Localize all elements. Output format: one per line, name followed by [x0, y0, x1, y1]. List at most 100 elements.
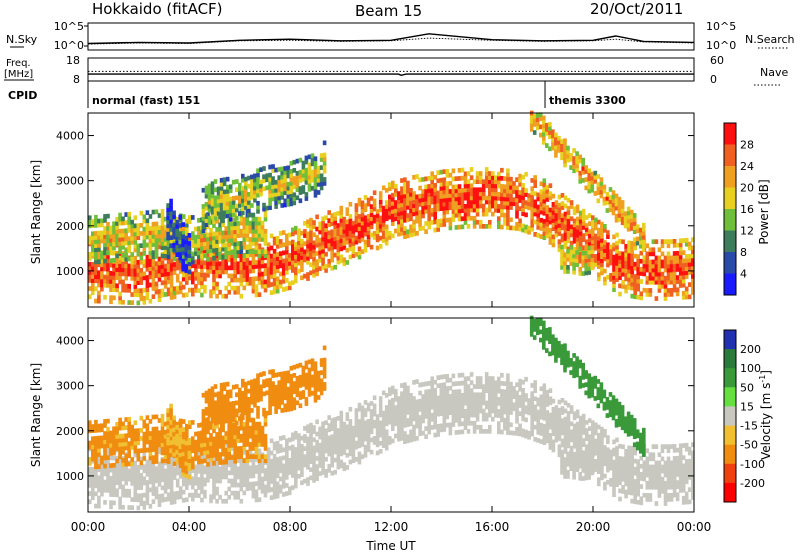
field-cell	[203, 477, 207, 483]
field-cell	[295, 183, 300, 188]
field-cell	[548, 211, 553, 217]
field-cell	[481, 183, 486, 189]
field-cell	[615, 248, 619, 254]
field-cell	[466, 376, 471, 381]
field-cell	[581, 430, 586, 435]
field-cell	[204, 193, 209, 199]
field-cell	[145, 218, 150, 224]
field-cell	[603, 276, 607, 282]
field-cell	[342, 433, 347, 439]
field-cell	[322, 156, 327, 162]
field-cell	[266, 246, 271, 252]
field-cell	[372, 423, 377, 429]
field-cell	[324, 469, 328, 474]
field-cell	[103, 254, 107, 260]
field-cell	[515, 226, 519, 231]
field-cell	[133, 263, 138, 269]
field-cell	[262, 166, 266, 171]
field-cell	[391, 397, 395, 403]
field-cell	[297, 445, 301, 451]
field-cell	[575, 208, 580, 214]
field-cell	[575, 241, 580, 246]
field-cell	[599, 185, 604, 191]
field-cell	[194, 238, 198, 244]
field-cell	[94, 274, 98, 279]
field-cell	[351, 253, 356, 258]
field-cell	[572, 423, 577, 429]
field-cell	[300, 468, 304, 473]
field-cell	[584, 223, 589, 228]
field-cell	[533, 396, 537, 402]
field-cell	[318, 241, 322, 247]
field-cell	[330, 458, 334, 464]
field-cell	[403, 419, 407, 424]
field-cell	[242, 273, 247, 278]
field-cell	[209, 261, 213, 266]
field-cell	[663, 284, 668, 289]
field-cell	[142, 300, 147, 305]
field-cell	[527, 430, 531, 436]
field-cell	[545, 131, 549, 136]
field-cell	[542, 140, 546, 145]
field-cell	[203, 465, 207, 471]
field-cell	[124, 267, 128, 273]
field-cell	[185, 481, 189, 486]
field-cell	[633, 261, 637, 267]
field-cell	[321, 437, 325, 443]
field-cell	[651, 279, 656, 285]
field-cell	[178, 269, 183, 274]
field-cell	[160, 260, 165, 265]
field-cell	[172, 222, 176, 228]
field-cell	[91, 274, 95, 279]
field-cell	[197, 238, 201, 243]
field-cell	[133, 493, 138, 498]
field-cell	[166, 207, 170, 212]
field-cell	[100, 475, 104, 481]
field-cell	[319, 181, 324, 187]
field-cell	[321, 253, 325, 258]
field-cell	[257, 276, 262, 281]
field-cell	[645, 279, 650, 285]
field-cell	[560, 143, 564, 148]
field-cell	[348, 246, 353, 252]
field-cell	[324, 223, 328, 229]
field-cell	[633, 282, 637, 287]
field-cell	[187, 241, 192, 246]
field-cell	[241, 186, 245, 191]
field-cell	[539, 427, 544, 432]
field-cell	[509, 381, 513, 387]
field-cell	[636, 282, 640, 288]
field-cell	[312, 469, 316, 475]
field-cell	[569, 216, 574, 222]
field-cell	[566, 157, 570, 163]
field-cell	[430, 417, 434, 422]
field-cell	[448, 205, 453, 210]
field-cell	[466, 187, 471, 193]
field-cell	[256, 172, 260, 178]
field-cell	[424, 176, 428, 182]
field-cell	[563, 420, 568, 426]
field-cell	[327, 263, 331, 268]
field-cell	[94, 475, 98, 480]
field-cell	[478, 396, 483, 402]
field-cell	[409, 421, 413, 427]
field-cell	[409, 212, 413, 217]
field-cell	[118, 255, 122, 260]
field-cell	[160, 245, 165, 251]
field-cell	[651, 259, 656, 265]
field-cell	[469, 412, 474, 418]
field-cell	[542, 395, 547, 401]
field-cell	[222, 181, 227, 187]
field-cell	[566, 214, 571, 219]
field-cell	[248, 473, 253, 479]
field-cell	[315, 259, 319, 264]
field-cell	[457, 224, 462, 230]
field-cell	[124, 476, 128, 482]
field-cell	[463, 208, 468, 213]
field-cell	[207, 199, 212, 205]
field-cell	[357, 431, 362, 436]
field-cell	[228, 216, 233, 222]
field-cell	[603, 224, 607, 229]
field-cell	[397, 436, 401, 442]
field-cell	[285, 249, 289, 255]
